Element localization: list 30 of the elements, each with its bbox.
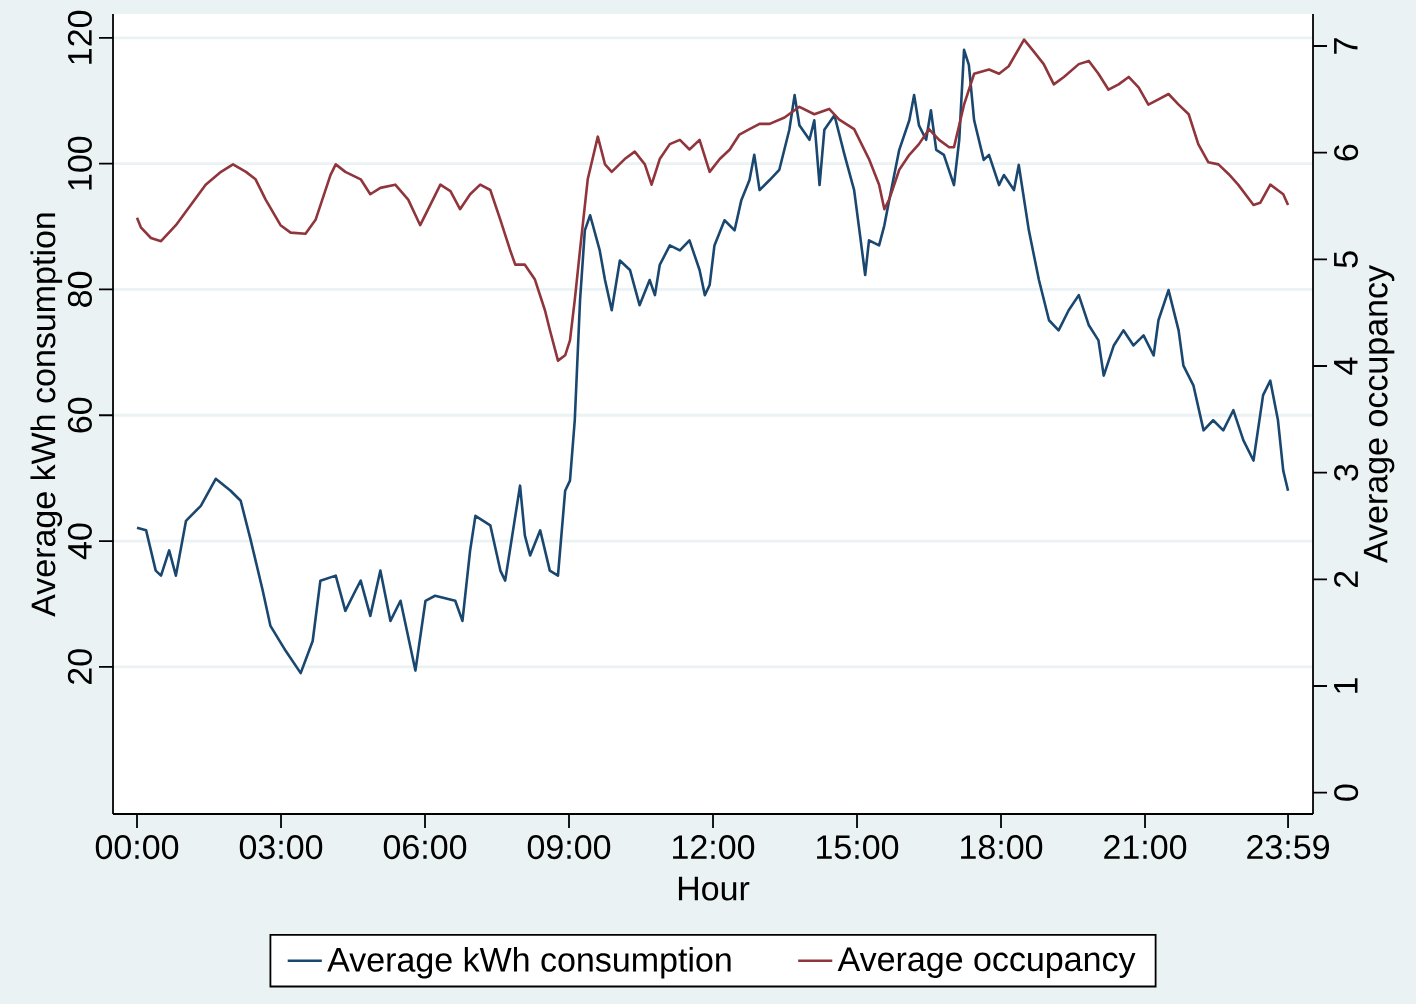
legend-label: Average kWh consumption — [327, 946, 731, 979]
y-tick-label: 120 — [67, 10, 92, 64]
x-tick-label: 23:59 — [1247, 835, 1329, 860]
y2-tick-label: 4 — [1334, 357, 1358, 375]
x-tick-label: 09:00 — [527, 835, 611, 860]
y2-tick-label: 3 — [1334, 464, 1359, 481]
y2-tick-label: 1 — [1334, 678, 1358, 693]
line-series — [135, 38, 1290, 362]
legend-label: Average occupancy — [837, 947, 1136, 978]
y2-tick-label: 6 — [1334, 144, 1359, 161]
y-tick-label: 20 — [67, 649, 92, 684]
y-tick-label: 40 — [67, 523, 92, 560]
x-tick-label: 18:00 — [961, 835, 1043, 860]
x-tick-label: 06:00 — [383, 835, 467, 860]
y2-tick-label: 5 — [1334, 251, 1358, 268]
x-tick-label: 21:00 — [1104, 835, 1187, 860]
y-axis-title: Average kWh consumption — [30, 213, 63, 617]
y2-tick-label: 0 — [1334, 784, 1359, 801]
y-tick-label: 60 — [67, 397, 92, 433]
y-tick-label: 80 — [67, 271, 92, 307]
y2-tick-label: 2 — [1334, 571, 1358, 588]
x-tick-label: 15:00 — [817, 835, 899, 860]
x-axis-title: Hour — [678, 876, 750, 901]
y2-axis-title: Average occupancy — [1363, 265, 1395, 563]
line-series — [135, 48, 1290, 675]
y-tick-label: 100 — [67, 136, 92, 190]
y2-tick-label: 7 — [1334, 38, 1358, 54]
x-tick-label: 03:00 — [239, 835, 323, 860]
x-tick-label: 00:00 — [95, 835, 179, 860]
x-tick-label: 12:00 — [673, 835, 755, 860]
